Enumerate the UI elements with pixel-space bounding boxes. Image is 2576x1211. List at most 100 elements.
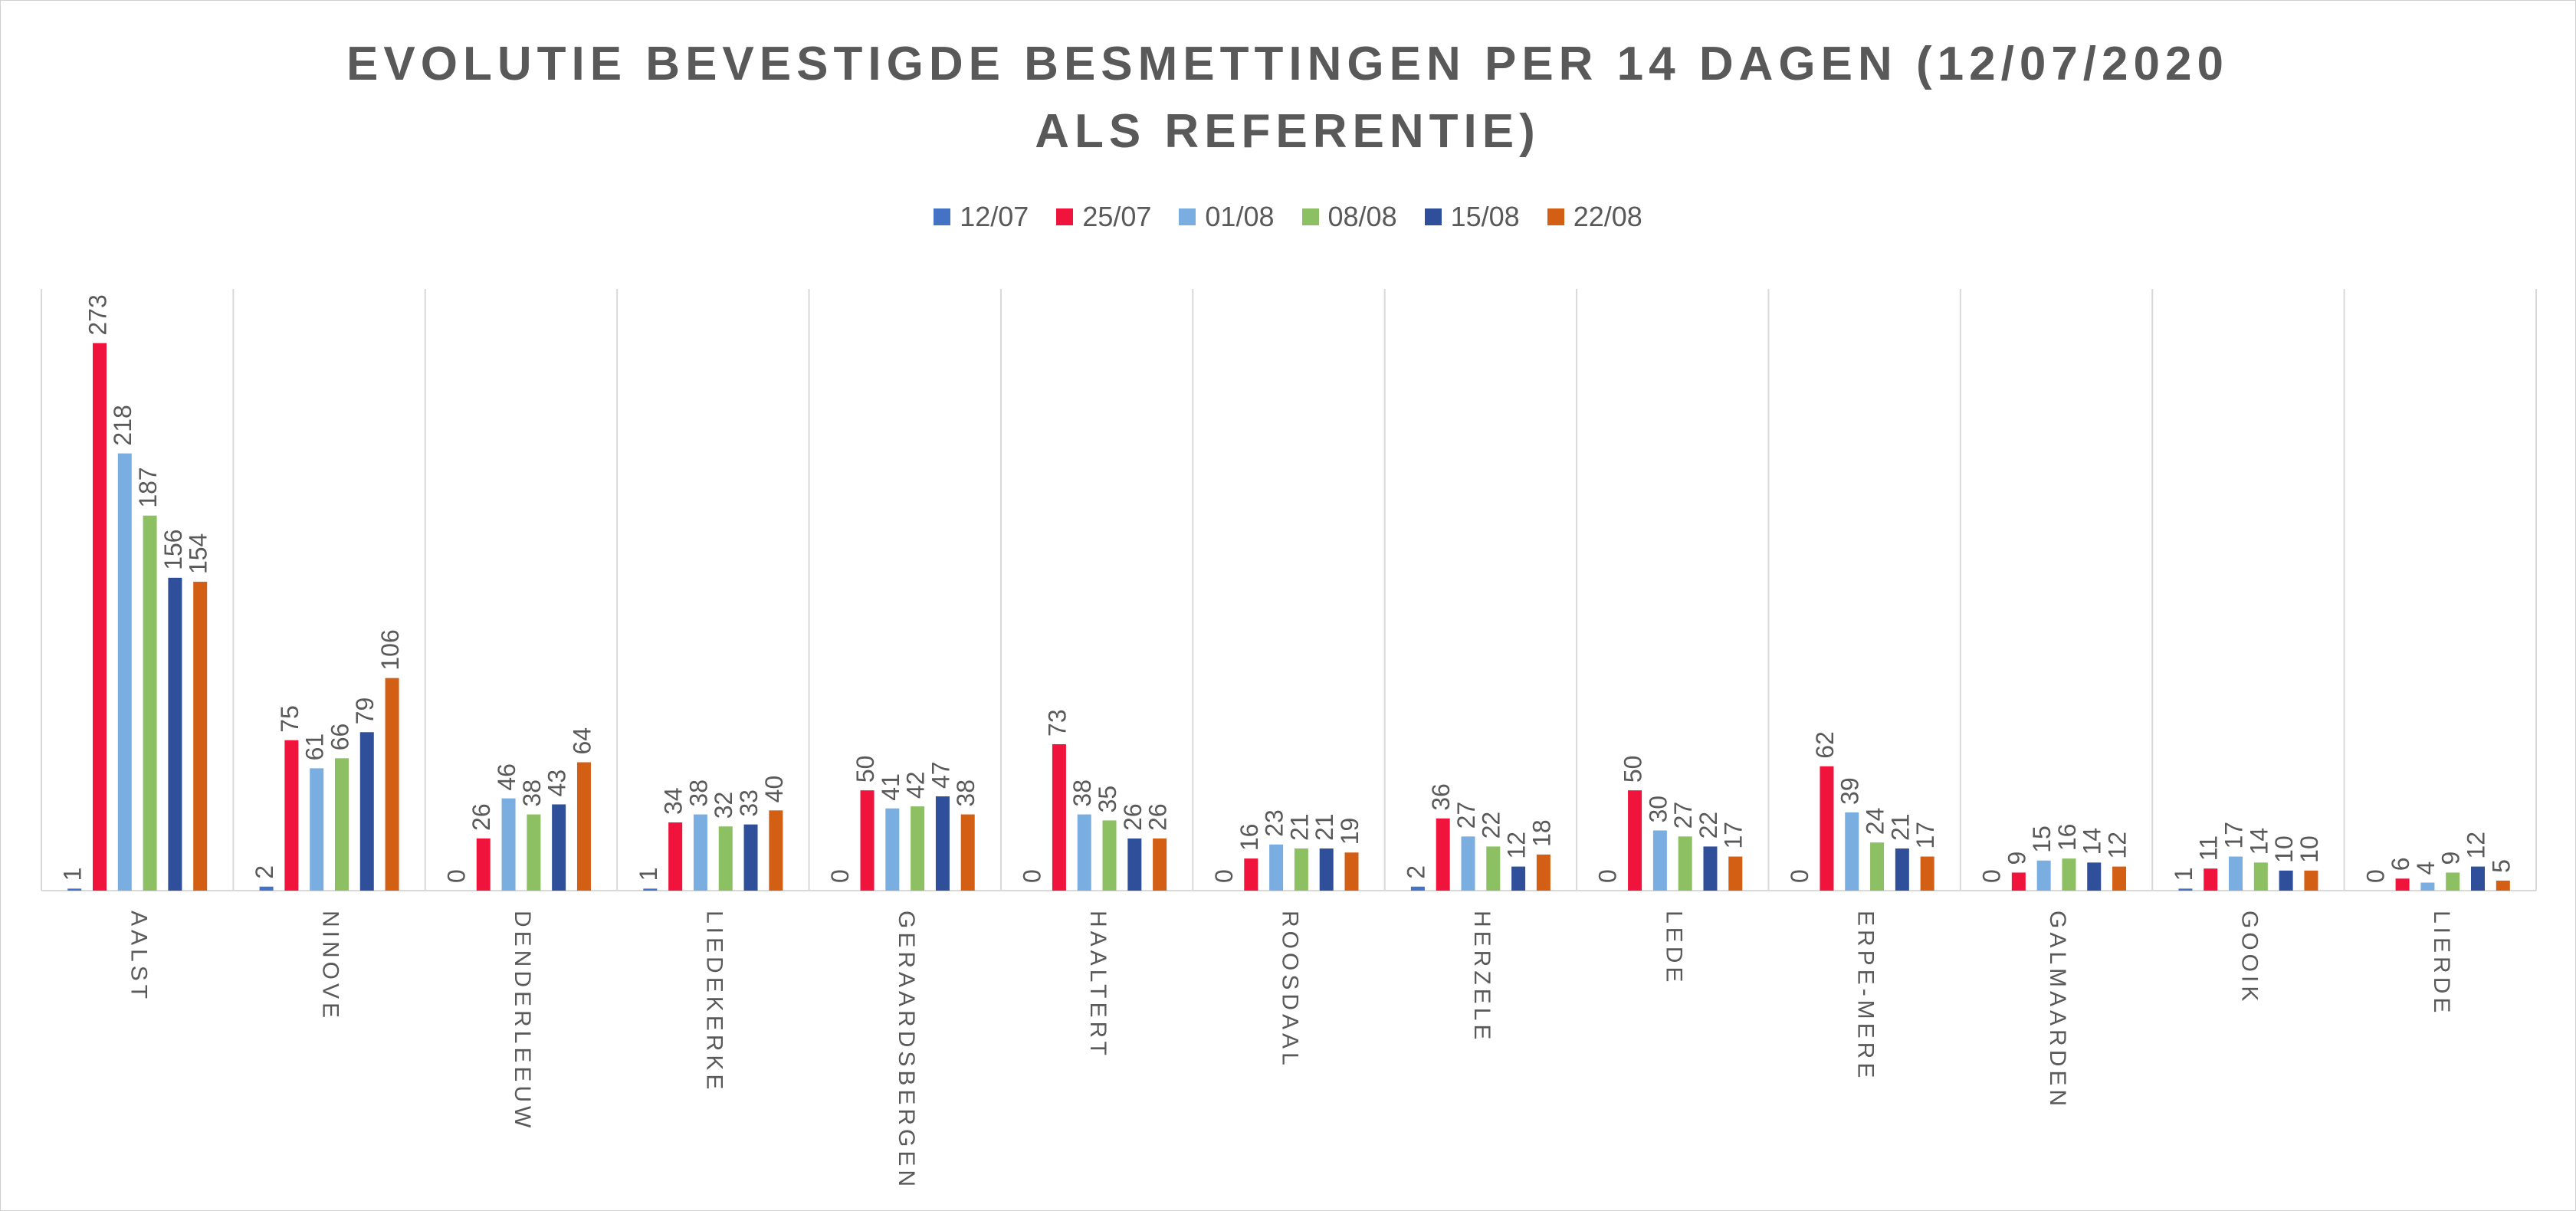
bar (1344, 852, 1359, 891)
value-label: 38 (952, 779, 980, 807)
legend-item: 25/07 (1056, 201, 1151, 233)
bar (1410, 886, 1425, 891)
legend-item: 08/08 (1301, 201, 1397, 233)
bar (2420, 882, 2435, 891)
value-label: 156 (159, 529, 187, 569)
bar (935, 796, 950, 891)
value-label: 218 (109, 405, 136, 445)
value-label: 27 (1452, 802, 1480, 829)
bar (2204, 868, 2218, 891)
value-label: 2 (1402, 865, 1429, 879)
value-label: 66 (326, 724, 353, 751)
legend-swatch (1547, 208, 1564, 225)
value-label: 0 (2361, 869, 2389, 883)
value-label: 18 (1528, 819, 1555, 847)
value-label: 64 (568, 727, 596, 755)
legend-swatch (934, 208, 951, 225)
value-label: 21 (1285, 813, 1313, 841)
value-label: 46 (493, 763, 520, 791)
legend-label: 01/08 (1205, 201, 1275, 232)
legend-swatch (1301, 208, 1319, 225)
x-tick-label: HERZELE (1469, 911, 1495, 1043)
bar (143, 515, 157, 891)
value-label: 43 (543, 770, 571, 797)
x-tick-label: GERAARDSBERGEN (894, 911, 919, 1190)
bar (2011, 872, 2026, 891)
bar (2229, 856, 2243, 891)
legend-item: 12/07 (934, 201, 1029, 233)
value-label: 50 (852, 756, 879, 783)
bar (743, 824, 758, 891)
value-label: 26 (468, 803, 495, 831)
bar (1820, 766, 1834, 891)
bar (960, 814, 975, 891)
value-label: 36 (1427, 783, 1455, 811)
value-label: 75 (276, 705, 304, 733)
bar (1511, 866, 1526, 891)
value-label: 39 (1836, 777, 1864, 805)
bar (2279, 870, 2293, 891)
bar (1269, 844, 1284, 891)
bar (259, 886, 274, 891)
bar (1052, 743, 1066, 891)
value-label: 5 (2487, 859, 2515, 873)
value-label: 14 (2079, 828, 2106, 855)
legend-label: 15/08 (1450, 201, 1520, 232)
bar (1461, 836, 1475, 891)
value-label: 0 (1210, 869, 1238, 883)
bar (1127, 838, 1142, 891)
bar (1486, 846, 1501, 891)
bar (1652, 830, 1667, 891)
bar (769, 810, 783, 891)
bar (911, 806, 925, 891)
value-label: 79 (351, 697, 379, 725)
legend-swatch (1424, 208, 1442, 225)
value-label: 15 (2028, 825, 2056, 853)
value-label: 17 (1720, 822, 1747, 849)
legend-swatch (1056, 208, 1074, 225)
bar (693, 814, 707, 891)
bar (476, 838, 491, 891)
bar (1703, 846, 1718, 891)
bar (1536, 854, 1551, 891)
value-label: 17 (2220, 822, 2247, 849)
value-label: 62 (1811, 731, 1839, 759)
bar (193, 582, 208, 891)
value-label: 22 (1695, 812, 1722, 839)
value-label: 187 (134, 467, 162, 507)
value-label: 12 (2103, 832, 2131, 859)
value-label: 106 (376, 629, 404, 670)
value-label: 0 (1594, 869, 1622, 883)
value-label: 34 (660, 787, 687, 815)
bar (284, 740, 299, 891)
value-label: 35 (1094, 786, 1121, 813)
bar (168, 577, 182, 891)
bar (1436, 818, 1450, 891)
chart-title: EVOLUTIE BEVESTIGDE BESMETTINGEN PER 14 … (346, 38, 2229, 158)
legend-label: 12/07 (960, 201, 1029, 232)
bar (1678, 836, 1692, 891)
bar (1244, 858, 1258, 891)
bar (92, 343, 107, 891)
bar (1294, 848, 1308, 891)
x-tick-label: LEDE (1661, 911, 1686, 986)
value-label: 9 (2003, 852, 2030, 865)
value-label: 19 (1336, 818, 1363, 845)
value-label: 38 (1068, 779, 1096, 807)
bar (385, 678, 399, 891)
value-label: 273 (84, 294, 111, 335)
legend-item: 01/08 (1179, 201, 1275, 233)
bar (885, 808, 900, 891)
value-label: 0 (442, 869, 470, 883)
value-label: 38 (684, 779, 712, 807)
value-label: 40 (760, 776, 788, 803)
bar (501, 798, 516, 891)
value-label: 14 (2245, 828, 2272, 855)
value-label: 17 (1911, 822, 1939, 849)
x-tick-label: NINOVE (318, 911, 343, 1022)
value-label: 0 (826, 869, 854, 883)
bar (860, 790, 875, 891)
value-label: 47 (927, 761, 954, 789)
bar (718, 826, 733, 891)
value-label: 4 (2412, 861, 2440, 875)
